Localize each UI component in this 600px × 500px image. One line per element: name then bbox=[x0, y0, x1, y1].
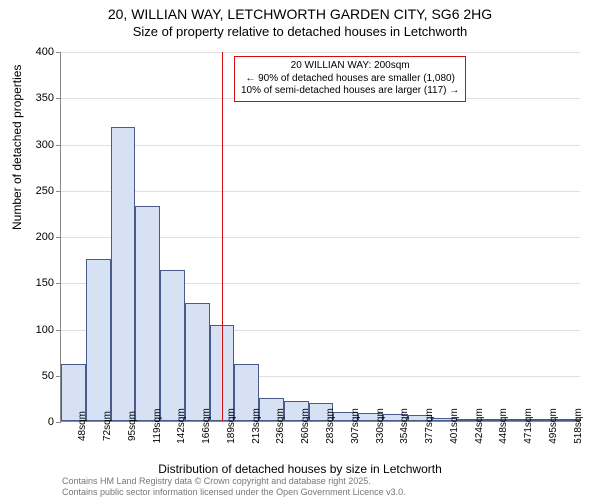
reference-line bbox=[222, 52, 223, 421]
gridline bbox=[61, 191, 580, 192]
chart-title: 20, WILLIAN WAY, LETCHWORTH GARDEN CITY,… bbox=[0, 0, 600, 40]
xtick-label: 401sqm bbox=[449, 408, 460, 444]
ytick-mark bbox=[56, 330, 61, 331]
chart-area: 05010015020025030035040048sqm72sqm95sqm1… bbox=[60, 52, 580, 422]
histogram-bar bbox=[185, 303, 210, 421]
xtick-label: 330sqm bbox=[375, 408, 386, 444]
annotation-line: 10% of semi-detached houses are larger (… bbox=[241, 85, 459, 98]
xtick-label: 95sqm bbox=[127, 411, 138, 441]
title-line-2: Size of property relative to detached ho… bbox=[0, 24, 600, 40]
annotation-line: 20 WILLIAN WAY: 200sqm bbox=[241, 60, 459, 73]
gridline bbox=[61, 52, 580, 53]
ytick-label: 300 bbox=[22, 139, 54, 151]
xtick-label: 424sqm bbox=[474, 408, 485, 444]
ytick-label: 350 bbox=[22, 92, 54, 104]
xtick-label: 119sqm bbox=[152, 409, 163, 444]
ytick-mark bbox=[56, 52, 61, 53]
footer-line-1: Contains HM Land Registry data © Crown c… bbox=[62, 476, 406, 487]
ytick-label: 100 bbox=[22, 324, 54, 336]
xtick-label: 189sqm bbox=[226, 408, 237, 444]
xtick-label: 260sqm bbox=[300, 408, 311, 444]
footer-line-2: Contains public sector information licen… bbox=[62, 487, 406, 498]
ytick-label: 250 bbox=[22, 185, 54, 197]
ytick-mark bbox=[56, 145, 61, 146]
xtick-label: 166sqm bbox=[201, 408, 212, 444]
ytick-mark bbox=[56, 98, 61, 99]
xtick-label: 377sqm bbox=[424, 408, 435, 444]
xtick-label: 518sqm bbox=[573, 408, 584, 444]
xtick-label: 213sqm bbox=[251, 408, 262, 444]
ytick-label: 150 bbox=[22, 277, 54, 289]
gridline bbox=[61, 145, 580, 146]
ytick-label: 0 bbox=[22, 416, 54, 428]
ytick-label: 50 bbox=[22, 370, 54, 382]
x-axis-label: Distribution of detached houses by size … bbox=[0, 462, 600, 476]
xtick-label: 236sqm bbox=[275, 408, 286, 444]
xtick-label: 48sqm bbox=[77, 411, 88, 441]
title-line-1: 20, WILLIAN WAY, LETCHWORTH GARDEN CITY,… bbox=[0, 6, 600, 24]
xtick-label: 495sqm bbox=[548, 408, 559, 444]
xtick-label: 142sqm bbox=[176, 408, 187, 444]
ytick-mark bbox=[56, 283, 61, 284]
xtick-label: 471sqm bbox=[523, 408, 534, 444]
xtick-label: 354sqm bbox=[399, 408, 410, 444]
plot-region: 05010015020025030035040048sqm72sqm95sqm1… bbox=[60, 52, 580, 422]
xtick-label: 307sqm bbox=[350, 408, 361, 444]
histogram-bar bbox=[135, 206, 160, 421]
xtick-label: 72sqm bbox=[102, 411, 113, 441]
ytick-mark bbox=[56, 237, 61, 238]
histogram-bar bbox=[160, 270, 185, 421]
xtick-label: 448sqm bbox=[498, 408, 509, 444]
annotation-box: 20 WILLIAN WAY: 200sqm← 90% of detached … bbox=[234, 56, 466, 102]
ytick-mark bbox=[56, 191, 61, 192]
annotation-line: ← 90% of detached houses are smaller (1,… bbox=[241, 73, 459, 86]
ytick-mark bbox=[56, 422, 61, 423]
histogram-bar bbox=[86, 259, 111, 421]
ytick-label: 400 bbox=[22, 46, 54, 58]
histogram-bar bbox=[111, 127, 136, 421]
xtick-label: 283sqm bbox=[325, 408, 336, 444]
ytick-label: 200 bbox=[22, 231, 54, 243]
footer-attribution: Contains HM Land Registry data © Crown c… bbox=[62, 476, 406, 498]
